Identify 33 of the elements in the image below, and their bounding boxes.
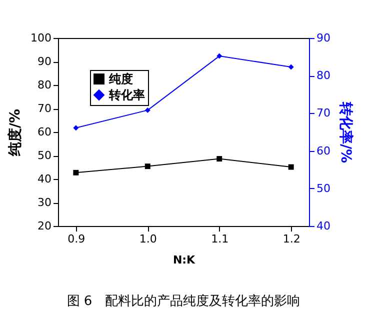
y2-tick-label: 50 — [316, 182, 330, 195]
x-tick-label: 0.9 — [68, 232, 86, 246]
x-axis-title: N:K — [172, 254, 196, 266]
y-axis-title: 纯度/% — [6, 108, 24, 158]
legend-label: 转化率 — [108, 88, 145, 102]
point — [73, 170, 79, 176]
y2-tick-label: 60 — [316, 144, 330, 158]
y-tick-label: 80 — [38, 78, 52, 92]
y2-tick-label: 40 — [316, 220, 330, 232]
x-tick-label: 1.2 — [282, 232, 300, 246]
point — [144, 107, 150, 113]
point — [288, 64, 294, 70]
x-tick-label: 1.0 — [139, 232, 157, 246]
y2-tick-label: 70 — [316, 106, 330, 120]
point — [144, 164, 150, 170]
point — [288, 164, 294, 170]
y2-tick-label: 80 — [316, 69, 330, 82]
caption: 图 6 配料比的产品纯度及转化率的影响 — [66, 293, 300, 309]
point — [216, 53, 222, 59]
y-tick-label: 30 — [38, 196, 52, 209]
y-tick-label: 90 — [38, 55, 52, 68]
y2-tick-label: 90 — [316, 32, 330, 44]
legend-label: 纯度 — [108, 72, 133, 86]
y-tick-label: 100 — [30, 32, 52, 44]
point — [73, 125, 79, 131]
y-tick-label: 20 — [38, 220, 52, 232]
x-tick-label: 1.1 — [211, 232, 229, 246]
y2-axis-title: 转化率/% — [337, 100, 354, 164]
y-tick-label: 60 — [38, 126, 52, 138]
point — [216, 156, 222, 162]
y-tick-label: 50 — [38, 149, 52, 162]
y-tick-label: 70 — [38, 102, 52, 115]
y-tick-label: 40 — [38, 172, 52, 186]
